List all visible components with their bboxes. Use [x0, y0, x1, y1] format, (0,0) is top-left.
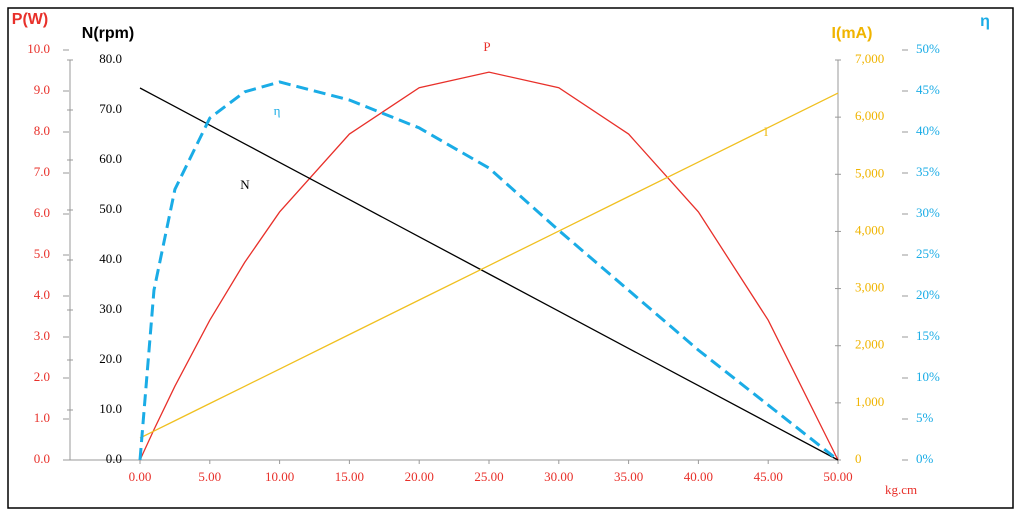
x-tick-label: 40.00 — [684, 469, 713, 484]
series-label: P — [483, 39, 490, 54]
x-tick-label: 15.00 — [335, 469, 364, 484]
eta-tick-label: 0% — [916, 451, 934, 466]
x-tick-label: 50.00 — [823, 469, 852, 484]
series-label: I — [764, 124, 768, 139]
p-tick-label: 2.0 — [34, 369, 50, 384]
i-tick-label: 1,000 — [855, 394, 884, 409]
x-tick-label: 5.00 — [198, 469, 221, 484]
eta-tick-label: 10% — [916, 369, 940, 384]
n-axis-title: N(rpm) — [82, 25, 134, 42]
n-tick-label: 60.0 — [99, 151, 122, 166]
p-tick-label: 8.0 — [34, 123, 50, 138]
series-line — [139, 71, 839, 461]
n-tick-label: 70.0 — [99, 101, 122, 116]
i-axis-title: I(mA) — [832, 25, 873, 42]
eta-tick-label: 35% — [916, 164, 940, 179]
eta-axis-title: η — [980, 13, 990, 30]
i-tick-label: 4,000 — [855, 222, 884, 237]
p-axis-title: P(W) — [12, 11, 48, 28]
eta-tick-label: 50% — [916, 41, 940, 56]
series-label: N — [240, 177, 250, 192]
p-tick-label: 0.0 — [34, 451, 50, 466]
p-tick-label: 10.0 — [27, 41, 50, 56]
p-tick-label: 5.0 — [34, 246, 50, 261]
p-tick-label: 7.0 — [34, 164, 50, 179]
n-tick-label: 40.0 — [99, 251, 122, 266]
n-tick-label: 20.0 — [99, 351, 122, 366]
x-axis-title: kg.cm — [885, 482, 917, 497]
series-label: η — [274, 103, 281, 118]
series-line — [139, 92, 839, 439]
eta-tick-label: 15% — [916, 328, 940, 343]
i-tick-label: 5,000 — [855, 165, 884, 180]
p-tick-label: 3.0 — [34, 328, 50, 343]
i-tick-label: 0 — [855, 451, 862, 466]
i-tick-label: 7,000 — [855, 51, 884, 66]
x-tick-label: 20.00 — [405, 469, 434, 484]
n-tick-label: 0.0 — [106, 451, 122, 466]
eta-tick-label: 40% — [916, 123, 940, 138]
x-tick-label: 0.00 — [129, 469, 152, 484]
chart-border — [7, 7, 1014, 509]
eta-tick-label: 5% — [916, 410, 934, 425]
n-tick-label: 10.0 — [99, 401, 122, 416]
series-line — [138, 80, 839, 462]
x-tick-label: 35.00 — [614, 469, 643, 484]
i-tick-label: 6,000 — [855, 108, 884, 123]
n-tick-label: 80.0 — [99, 51, 122, 66]
i-tick-label: 2,000 — [855, 337, 884, 352]
x-tick-label: 30.00 — [544, 469, 573, 484]
eta-tick-label: 45% — [916, 82, 940, 97]
x-tick-label: 10.00 — [265, 469, 294, 484]
p-tick-label: 1.0 — [34, 410, 50, 425]
p-tick-label: 4.0 — [34, 287, 50, 302]
n-tick-label: 30.0 — [99, 301, 122, 316]
eta-tick-label: 20% — [916, 287, 940, 302]
series-line — [139, 87, 839, 461]
eta-tick-label: 25% — [916, 246, 940, 261]
eta-tick-label: 30% — [916, 205, 940, 220]
x-tick-label: 25.00 — [474, 469, 503, 484]
i-tick-label: 3,000 — [855, 280, 884, 295]
p-tick-label: 9.0 — [34, 82, 50, 97]
p-tick-label: 6.0 — [34, 205, 50, 220]
n-tick-label: 50.0 — [99, 201, 122, 216]
x-tick-label: 45.00 — [754, 469, 783, 484]
